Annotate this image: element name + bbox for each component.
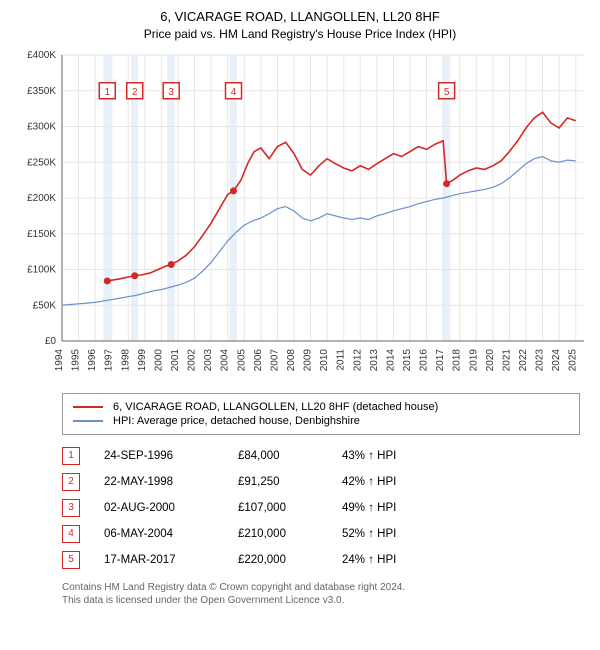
svg-text:2021: 2021 (501, 349, 512, 372)
svg-text:£150K: £150K (27, 229, 56, 240)
marker-point-1 (104, 277, 111, 284)
svg-text:1998: 1998 (120, 349, 131, 372)
svg-text:1997: 1997 (104, 349, 115, 372)
svg-text:2014: 2014 (385, 349, 396, 372)
event-date: 02-AUG-2000 (104, 502, 214, 514)
legend-box: 6, VICARAGE ROAD, LLANGOLLEN, LL20 8HF (… (62, 393, 580, 435)
svg-text:4: 4 (231, 87, 237, 98)
event-index: 5 (62, 551, 80, 569)
legend-swatch (73, 406, 103, 408)
svg-text:2004: 2004 (220, 349, 231, 372)
event-pct: 42% ↑ HPI (342, 476, 396, 488)
chart-title: 6, VICARAGE ROAD, LLANGOLLEN, LL20 8HF (12, 8, 588, 26)
svg-text:£200K: £200K (27, 193, 56, 204)
svg-text:2018: 2018 (452, 349, 463, 372)
svg-text:2010: 2010 (319, 349, 330, 372)
svg-text:1994: 1994 (54, 349, 65, 372)
svg-text:2025: 2025 (568, 349, 579, 372)
svg-text:2020: 2020 (485, 349, 496, 372)
svg-text:2008: 2008 (286, 349, 297, 372)
svg-text:2002: 2002 (187, 349, 198, 372)
svg-text:2016: 2016 (419, 349, 430, 372)
event-price: £220,000 (238, 554, 318, 566)
svg-text:1999: 1999 (137, 349, 148, 372)
event-date: 17-MAR-2017 (104, 554, 214, 566)
event-price: £84,000 (238, 450, 318, 462)
svg-text:£50K: £50K (33, 300, 57, 311)
svg-text:2003: 2003 (203, 349, 214, 372)
event-pct: 49% ↑ HPI (342, 502, 396, 514)
event-date: 22-MAY-1998 (104, 476, 214, 488)
svg-text:1996: 1996 (87, 349, 98, 372)
event-price: £91,250 (238, 476, 318, 488)
event-price: £210,000 (238, 528, 318, 540)
footnote-line-2: This data is licensed under the Open Gov… (62, 594, 580, 607)
svg-text:2013: 2013 (369, 349, 380, 372)
event-row-4: 4 06-MAY-2004 £210,000 52% ↑ HPI (62, 521, 580, 547)
svg-text:£300K: £300K (27, 121, 56, 132)
legend-row-1: HPI: Average price, detached house, Denb… (73, 414, 569, 428)
svg-text:2006: 2006 (253, 349, 264, 372)
chart-area: £0 £50K £100K £150K £200K £250K £300K £350K £400… (12, 51, 588, 387)
event-index: 4 (62, 525, 80, 543)
legend-row-0: 6, VICARAGE ROAD, LLANGOLLEN, LL20 8HF (… (73, 400, 569, 414)
svg-text:2024: 2024 (551, 349, 562, 372)
event-row-3: 3 02-AUG-2000 £107,000 49% ↑ HPI (62, 495, 580, 521)
chart-subtitle: Price paid vs. HM Land Registry's House … (12, 26, 588, 43)
svg-text:2011: 2011 (336, 349, 347, 371)
svg-text:£400K: £400K (27, 51, 56, 61)
chart-container: 6, VICARAGE ROAD, LLANGOLLEN, LL20 8HF P… (0, 0, 600, 611)
event-pct: 52% ↑ HPI (342, 528, 396, 540)
event-index: 2 (62, 473, 80, 491)
event-row-1: 1 24-SEP-1996 £84,000 43% ↑ HPI (62, 443, 580, 469)
event-index: 1 (62, 447, 80, 465)
svg-text:2015: 2015 (402, 349, 413, 372)
svg-text:£100K: £100K (27, 264, 56, 275)
svg-text:2007: 2007 (269, 349, 280, 372)
event-date: 06-MAY-2004 (104, 528, 214, 540)
event-pct: 43% ↑ HPI (342, 450, 396, 462)
event-pct: 24% ↑ HPI (342, 554, 396, 566)
marker-point-4 (230, 187, 237, 194)
svg-text:2: 2 (132, 87, 138, 98)
event-row-5: 5 17-MAR-2017 £220,000 24% ↑ HPI (62, 547, 580, 573)
footnote-line-1: Contains HM Land Registry data © Crown c… (62, 581, 580, 594)
legend-label: 6, VICARAGE ROAD, LLANGOLLEN, LL20 8HF (… (113, 401, 438, 413)
svg-text:£250K: £250K (27, 157, 56, 168)
svg-text:2023: 2023 (535, 349, 546, 372)
marker-point-3 (168, 261, 175, 268)
event-row-2: 2 22-MAY-1998 £91,250 42% ↑ HPI (62, 469, 580, 495)
event-date: 24-SEP-1996 (104, 450, 214, 462)
svg-text:2000: 2000 (153, 349, 164, 372)
legend-swatch (73, 420, 103, 422)
svg-text:5: 5 (444, 87, 450, 98)
svg-text:3: 3 (168, 87, 174, 98)
svg-text:2009: 2009 (303, 349, 314, 372)
line-chart-svg: £0 £50K £100K £150K £200K £250K £300K £350K £400… (12, 51, 588, 387)
event-table: 1 24-SEP-1996 £84,000 43% ↑ HPI 2 22-MAY-1998… (62, 443, 580, 573)
svg-text:1: 1 (104, 87, 110, 98)
marker-point-2 (131, 272, 138, 279)
svg-text:2001: 2001 (170, 349, 181, 372)
series-hpi (62, 157, 576, 306)
svg-text:£0: £0 (45, 336, 57, 347)
event-price: £107,000 (238, 502, 318, 514)
svg-text:2019: 2019 (468, 349, 479, 372)
svg-text:2017: 2017 (435, 349, 446, 372)
svg-text:£350K: £350K (27, 86, 56, 97)
legend-label: HPI: Average price, detached house, Denb… (113, 415, 360, 427)
svg-text:1995: 1995 (71, 349, 82, 372)
svg-text:2012: 2012 (352, 349, 363, 372)
marker-point-5 (443, 180, 450, 187)
svg-text:2005: 2005 (236, 349, 247, 372)
event-index: 3 (62, 499, 80, 517)
svg-text:2022: 2022 (518, 349, 529, 372)
